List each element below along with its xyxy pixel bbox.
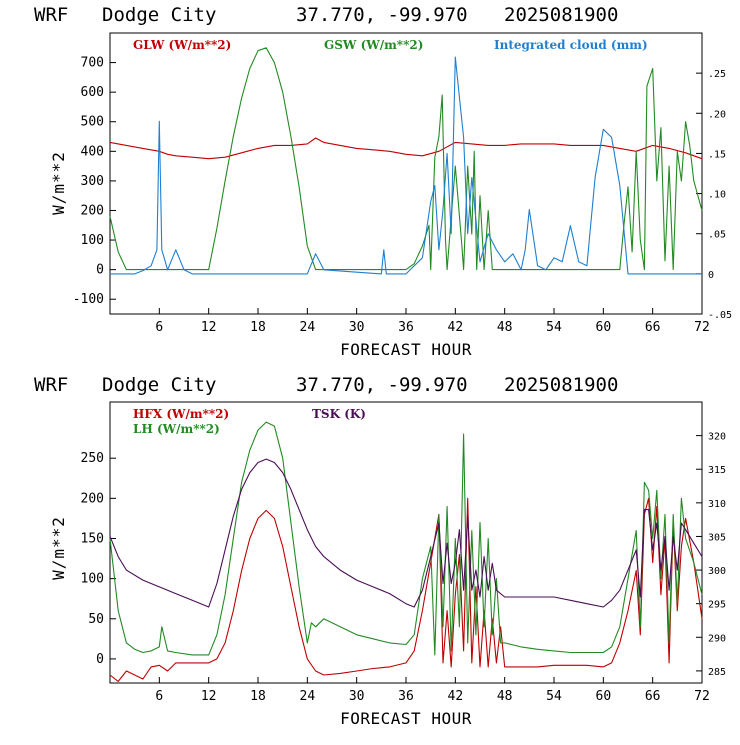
right-tick-label: .20 <box>708 109 726 120</box>
panel1-left-axis: -100 0 100 200 300 400 500 600 700 <box>73 56 116 307</box>
left-tick-label: 250 <box>81 451 104 466</box>
panel2-title-model: WRF <box>34 374 68 396</box>
panel1-xlabel: FORECAST HOUR <box>340 340 472 359</box>
x-tick-label: 6 <box>155 689 163 704</box>
right-tick-label: 315 <box>708 465 726 476</box>
panel1-legend-gsw: GSW (W/m**2) <box>324 38 423 52</box>
panel1-title-init: 2025081900 <box>504 4 618 26</box>
x-tick-label: 30 <box>349 689 365 704</box>
panel2-xlabel: FORECAST HOUR <box>340 709 472 728</box>
panel2-legend-lh: LH (W/m**2) <box>133 422 220 436</box>
x-tick-label: 12 <box>201 689 217 704</box>
right-tick-label: .05 <box>708 230 726 241</box>
left-tick-label: -100 <box>73 292 104 307</box>
series-line-integrated <box>110 56 702 275</box>
panel2-left-axis: 0 50 100 150 200 250 <box>81 451 116 667</box>
x-tick-label: 12 <box>201 320 217 335</box>
left-tick-label: 200 <box>81 491 104 506</box>
left-tick-label: 100 <box>81 233 104 248</box>
x-tick-label: 60 <box>596 320 612 335</box>
panel1-series-group <box>109 47 703 275</box>
x-tick-label: 42 <box>448 689 464 704</box>
left-tick-label: 500 <box>81 115 104 130</box>
right-tick-label: .10 <box>708 190 726 201</box>
right-tick-label: 285 <box>708 667 726 678</box>
panel1-legend-glw: GLW (W/m**2) <box>133 38 231 52</box>
panel2-ylabel: W/m**2 <box>49 516 68 580</box>
radiation-panel: WRF Dodge City 37.770, -99.970 202508190… <box>34 4 732 359</box>
left-tick-label: 150 <box>81 531 104 546</box>
panel1-title-coords: 37.770, -99.970 <box>296 4 468 26</box>
left-tick-label: 100 <box>81 572 104 587</box>
panel2-legend-tsk: TSK (K) <box>312 407 366 421</box>
x-tick-label: 72 <box>694 320 710 335</box>
x-tick-label: 18 <box>250 689 266 704</box>
right-tick-label: 310 <box>708 499 726 510</box>
series-line-gsw <box>109 47 703 271</box>
flux-panel: WRF Dodge City 37.770, -99.970 202508190… <box>34 374 726 728</box>
x-tick-label: 54 <box>546 320 562 335</box>
panel1-title-model: WRF <box>34 4 68 26</box>
panel2-x-axis: 6 12 18 24 30 36 42 48 54 60 66 72 <box>155 677 710 704</box>
left-tick-label: 0 <box>96 263 104 278</box>
x-tick-label: 6 <box>155 320 163 335</box>
x-tick-label: 66 <box>645 320 661 335</box>
panel1-x-axis: 6 12 18 24 30 36 42 48 54 60 66 72 <box>155 308 710 335</box>
x-tick-label: 18 <box>250 320 266 335</box>
right-tick-label: 305 <box>708 532 726 543</box>
panel2-legend-hfx: HFX (W/m**2) <box>133 407 229 421</box>
x-tick-label: 36 <box>398 689 414 704</box>
left-tick-label: 200 <box>81 203 104 218</box>
right-tick-label: 0 <box>708 270 714 281</box>
left-tick-label: 400 <box>81 144 104 159</box>
x-tick-label: 24 <box>300 320 316 335</box>
panel2-title-coords: 37.770, -99.970 <box>296 374 468 396</box>
left-tick-label: 50 <box>88 612 104 627</box>
panel1-legend-cloud: Integrated cloud (mm) <box>494 38 648 52</box>
left-tick-label: 300 <box>81 174 104 189</box>
x-tick-label: 72 <box>694 689 710 704</box>
panel2-series-group <box>109 421 703 682</box>
x-tick-label: 24 <box>300 689 316 704</box>
panel2-title-location: Dodge City <box>102 374 216 396</box>
right-tick-label: .25 <box>708 69 726 80</box>
x-tick-label: 66 <box>645 689 661 704</box>
panel1-ylabel: W/m**2 <box>49 151 68 215</box>
x-tick-label: 42 <box>448 320 464 335</box>
panel2-right-axis: 285 290 295 300 305 310 315 320 <box>696 432 726 678</box>
x-tick-label: 48 <box>497 689 513 704</box>
left-tick-label: 0 <box>96 652 104 667</box>
series-line-glw <box>109 137 703 160</box>
right-tick-label: 320 <box>708 432 726 443</box>
x-tick-label: 54 <box>546 689 562 704</box>
right-tick-label: 290 <box>708 633 726 644</box>
series-line-tsk <box>109 458 703 608</box>
left-tick-label: 700 <box>81 56 104 71</box>
right-tick-label: 300 <box>708 566 726 577</box>
x-tick-label: 36 <box>398 320 414 335</box>
left-tick-label: 600 <box>81 85 104 100</box>
panel2-title-init: 2025081900 <box>504 374 618 396</box>
right-tick-label: .15 <box>708 149 726 160</box>
right-tick-label: 295 <box>708 600 726 611</box>
x-tick-label: 30 <box>349 320 365 335</box>
x-tick-label: 60 <box>596 689 612 704</box>
right-tick-label: -.05 <box>708 310 732 321</box>
panel1-title-location: Dodge City <box>102 4 216 26</box>
x-tick-label: 48 <box>497 320 513 335</box>
